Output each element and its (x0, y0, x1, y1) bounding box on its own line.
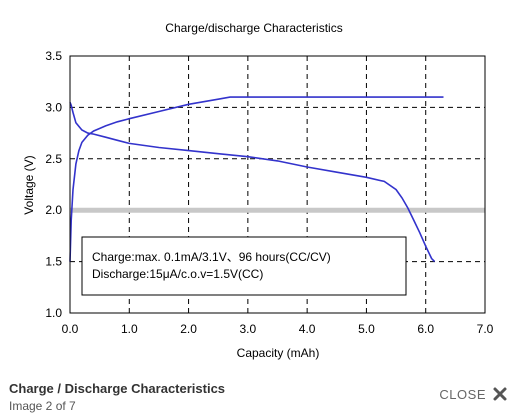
chart-image: Charge/discharge Characteristics Charge:… (22, 21, 494, 360)
x-tick-label: 2.0 (180, 322, 197, 336)
close-icon (493, 387, 507, 401)
x-axis-label: Capacity (mAh) (237, 346, 320, 360)
caption-bar: Charge / Discharge Characteristics Image… (0, 372, 517, 420)
y-tick-label: 2.0 (45, 203, 62, 217)
y-tick-label: 3.0 (45, 100, 62, 114)
close-button[interactable]: CLOSE (439, 386, 508, 402)
chart-svg: Charge/discharge Characteristics Charge:… (22, 21, 494, 360)
annotation-line: Charge:max. 0.1mA/3.1V、96 hours(CC/CV) (92, 250, 331, 264)
x-tick-label: 6.0 (417, 322, 434, 336)
y-tick-label: 3.5 (45, 49, 62, 63)
caption-title: Charge / Discharge Characteristics (9, 381, 226, 396)
y-tick-label: 1.0 (45, 306, 62, 320)
image-counter: Image 2 of 7 (9, 399, 76, 413)
discharge-curve (69, 102, 436, 263)
charge-curve (69, 96, 444, 262)
y-tick-label: 2.5 (45, 152, 62, 166)
x-tick-label: 7.0 (477, 322, 494, 336)
x-tick-label: 3.0 (240, 322, 257, 336)
chart-title: Charge/discharge Characteristics (165, 21, 342, 35)
close-label: CLOSE (439, 386, 486, 402)
annotation-line: Discharge:15μA/c.o.v=1.5V(CC) (92, 267, 263, 281)
y-axis-label: Voltage (V) (22, 155, 36, 214)
x-tick-label: 1.0 (121, 322, 138, 336)
x-tick-label: 4.0 (299, 322, 316, 336)
x-tick-label: 0.0 (62, 322, 79, 336)
plot-frame (69, 55, 486, 314)
annotation-box (81, 236, 407, 296)
x-tick-label: 5.0 (358, 322, 375, 336)
y-tick-label: 1.5 (45, 255, 62, 269)
